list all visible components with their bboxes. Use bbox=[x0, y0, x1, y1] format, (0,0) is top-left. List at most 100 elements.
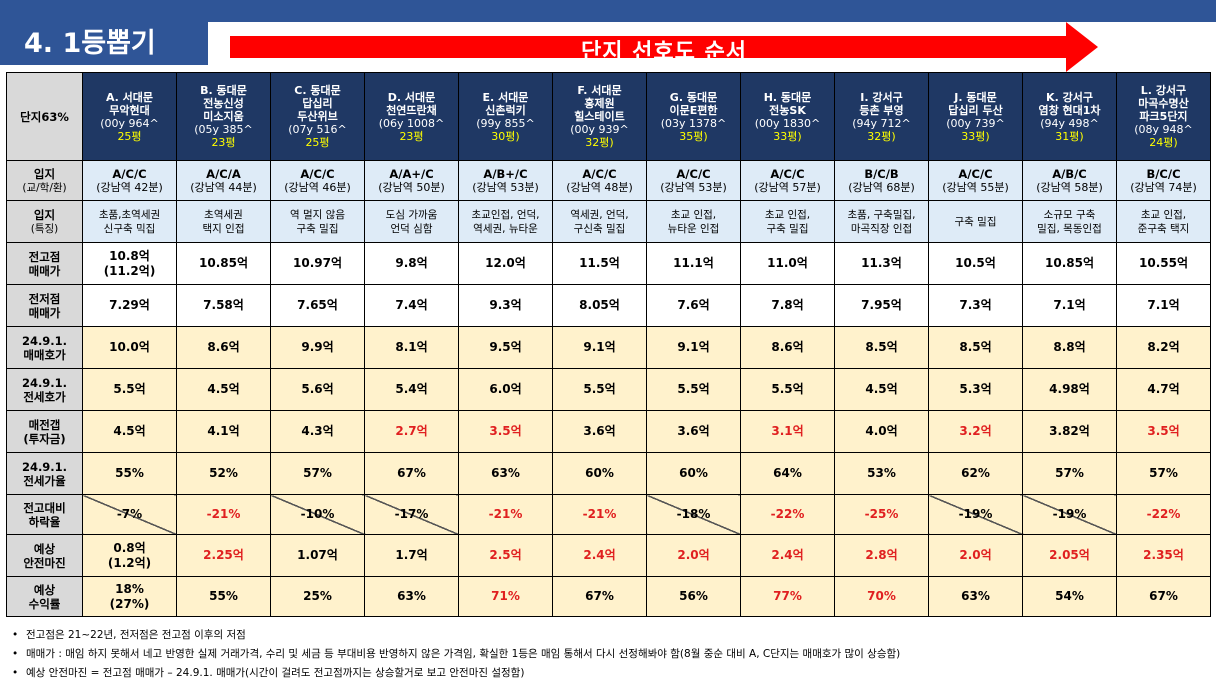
cell-line: 67% bbox=[1149, 589, 1178, 603]
cell-ask: 8.2억 bbox=[1116, 326, 1211, 369]
cell-feature: 역 멀지 않음 구축 밀집 bbox=[270, 200, 365, 243]
cell-high: 11.3억 bbox=[834, 242, 929, 285]
complex-name: F. 서대문 bbox=[577, 84, 622, 97]
cell-loc-grade: A/C/C (강남역 48분) bbox=[552, 160, 647, 201]
complex-size: 35평) bbox=[679, 129, 708, 143]
cell-line: 10.85억 bbox=[199, 256, 248, 270]
cell-ratio: 55% bbox=[82, 452, 177, 495]
cell-prev-low: 7.4억 bbox=[364, 284, 459, 327]
complex-header: H. 동대문 전농SK (00y 1830^ 33평) bbox=[740, 72, 835, 161]
location-grade: A/C/C bbox=[112, 166, 147, 181]
complex-year-units: (06y 1008^ bbox=[378, 116, 445, 130]
cell-yield: 70% bbox=[834, 576, 929, 617]
complex-name: 염창 현대1차 bbox=[1038, 103, 1101, 117]
row-header-prev-low: 전저점 매매가 bbox=[6, 284, 83, 327]
cell-jeonse: 4.5억 bbox=[834, 368, 929, 411]
complex-header: F. 서대문 홍제원 힐스테이트 (00y 939^ 32평) bbox=[552, 72, 647, 161]
cell-feature: 초교 인접, 뉴타운 인접 bbox=[646, 200, 741, 243]
cell-prev-low: 7.95억 bbox=[834, 284, 929, 327]
cell-line: 10.55억 bbox=[1139, 256, 1188, 270]
row-header-line: 전고점 bbox=[28, 249, 61, 264]
gangnam-distance: (강남역 68분) bbox=[848, 180, 915, 194]
complex-name: 무악현대 bbox=[109, 103, 150, 117]
cell-margin: 2.0억 bbox=[646, 534, 741, 577]
complex-size: 32평) bbox=[585, 136, 614, 149]
location-grade: A/C/C bbox=[582, 166, 617, 181]
cell-line: 2.25억 bbox=[203, 548, 244, 562]
complex-header: E. 서대문 신촌럭키 (99y 855^ 30평) bbox=[458, 72, 553, 161]
gangnam-distance: (강남역 44분) bbox=[190, 180, 257, 194]
cell-high: 9.8억 bbox=[364, 242, 459, 285]
complex-name: 전농신성 bbox=[203, 97, 244, 110]
cell-drop: -18% bbox=[646, 494, 741, 535]
cell-line: 뉴타운 인접 bbox=[667, 222, 720, 235]
gangnam-distance: (강남역 58분) bbox=[1036, 180, 1103, 194]
cell-jeonse: 5.5억 bbox=[82, 368, 177, 411]
cell-margin: 2.35억 bbox=[1116, 534, 1211, 577]
cell-yield: 67% bbox=[1116, 576, 1211, 617]
cell-high: 12.0억 bbox=[458, 242, 553, 285]
cell-loc-grade: B/C/C (강남역 74분) bbox=[1116, 160, 1211, 201]
location-grade: B/C/C bbox=[1146, 166, 1181, 181]
cell-line: 70% bbox=[867, 589, 896, 603]
cell-line: 10.97억 bbox=[293, 256, 342, 270]
cell-high: 10.97억 bbox=[270, 242, 365, 285]
cell-line: 54% bbox=[1055, 589, 1084, 603]
complex-size: 24평) bbox=[1149, 136, 1178, 149]
complex-name: 미소지움 bbox=[203, 110, 244, 123]
row-margin: 예상 안전마진 0.8억 (1.2억) 2.25억 1.07억 1.7억 2.5억 2.4억 2.… bbox=[6, 534, 1211, 577]
location-grade: A/C/A bbox=[206, 166, 241, 181]
cell-prev-low: 9.3억 bbox=[458, 284, 553, 327]
complex-header: K. 강서구 염창 현대1차 (94y 498^ 31평) bbox=[1022, 72, 1117, 161]
complex-name: 신촌럭키 bbox=[485, 103, 526, 117]
cell-feature: 초품,초역세권 신구축 믹집 bbox=[82, 200, 177, 243]
cell-ask: 8.5억 bbox=[834, 326, 929, 369]
cell-line: 2.4억 bbox=[771, 548, 804, 562]
complex-name: 천연뜨란채 bbox=[386, 103, 437, 117]
cell-ratio: 57% bbox=[1022, 452, 1117, 495]
cell-margin: 2.4억 bbox=[740, 534, 835, 577]
cell-ratio: 62% bbox=[928, 452, 1023, 495]
cell-line: 언덕 심함 bbox=[390, 222, 433, 235]
cell-ratio: 67% bbox=[364, 452, 459, 495]
row-header-loc-grade: 입지 (교/학/환) bbox=[6, 160, 83, 201]
complex-size: 33평) bbox=[773, 129, 802, 143]
complex-name: 전농SK bbox=[769, 103, 806, 117]
complex-size: 25평 bbox=[305, 136, 330, 149]
row-header-line: 예상 bbox=[33, 541, 56, 556]
cell-line: (27%) bbox=[109, 596, 150, 611]
complex-comparison-table: 단지63% A. 서대문 무악현대 (00y 964^ 25평 B. 동대문 전농신성 미소지… bbox=[6, 72, 1211, 617]
cell-loc-grade: A/C/C (강남역 46분) bbox=[270, 160, 365, 201]
cell-ask: 9.9억 bbox=[270, 326, 365, 369]
cell-high: 10.8억 (11.2억) bbox=[82, 242, 177, 285]
row-high: 전고점 매매가 10.8억 (11.2억) 10.85억 10.97억 9.8억 12.0억 1… bbox=[6, 242, 1211, 285]
complex-name: 답십리 bbox=[302, 97, 333, 110]
cell-drop: -7% bbox=[82, 494, 177, 535]
footnote-item: 예상 안전마진 = 전고점 매매가 – 24.9.1. 매매가(시간이 걸려도 … bbox=[12, 664, 1212, 683]
gangnam-distance: (강남역 53분) bbox=[660, 180, 727, 194]
row-header-line: 24.9.1. bbox=[21, 459, 68, 474]
row-header-line: 매매호가 bbox=[23, 347, 66, 362]
footnote-item: 매매가 : 매임 하지 못해서 네고 반영한 실제 거래가격, 수리 및 세금 … bbox=[12, 645, 1212, 664]
cell-jeonse: 4.5억 bbox=[176, 368, 271, 411]
cell-drop: -22% bbox=[1116, 494, 1211, 535]
cell-ask: 9.5억 bbox=[458, 326, 553, 369]
cell-line: 2.0억 bbox=[959, 548, 992, 562]
cell-yield: 18% (27%) bbox=[82, 576, 177, 617]
row-header-line: 입지 bbox=[33, 166, 56, 181]
cell-yield: 54% bbox=[1022, 576, 1117, 617]
cell-ratio: 63% bbox=[458, 452, 553, 495]
row-header-line: 24.9.1. bbox=[21, 333, 68, 348]
cell-line: 18% bbox=[115, 581, 144, 596]
cell-line: 11.1억 bbox=[673, 256, 714, 270]
cell-feature: 초품, 구축밀집, 마곡직장 인접 bbox=[834, 200, 929, 243]
complex-year-units: (94y 712^ bbox=[852, 116, 911, 130]
complex-name: 등촌 부영 bbox=[859, 103, 904, 117]
cell-ask: 9.1억 bbox=[646, 326, 741, 369]
cell-line: 11.3억 bbox=[861, 256, 902, 270]
cell-loc-grade: B/C/B (강남역 68분) bbox=[834, 160, 929, 201]
complex-name: J. 동대문 bbox=[954, 90, 997, 104]
cell-gap: 4.1억 bbox=[176, 410, 271, 453]
cell-line: 구축 밀집 bbox=[954, 215, 997, 228]
cell-line: 10.8억 bbox=[109, 248, 150, 263]
